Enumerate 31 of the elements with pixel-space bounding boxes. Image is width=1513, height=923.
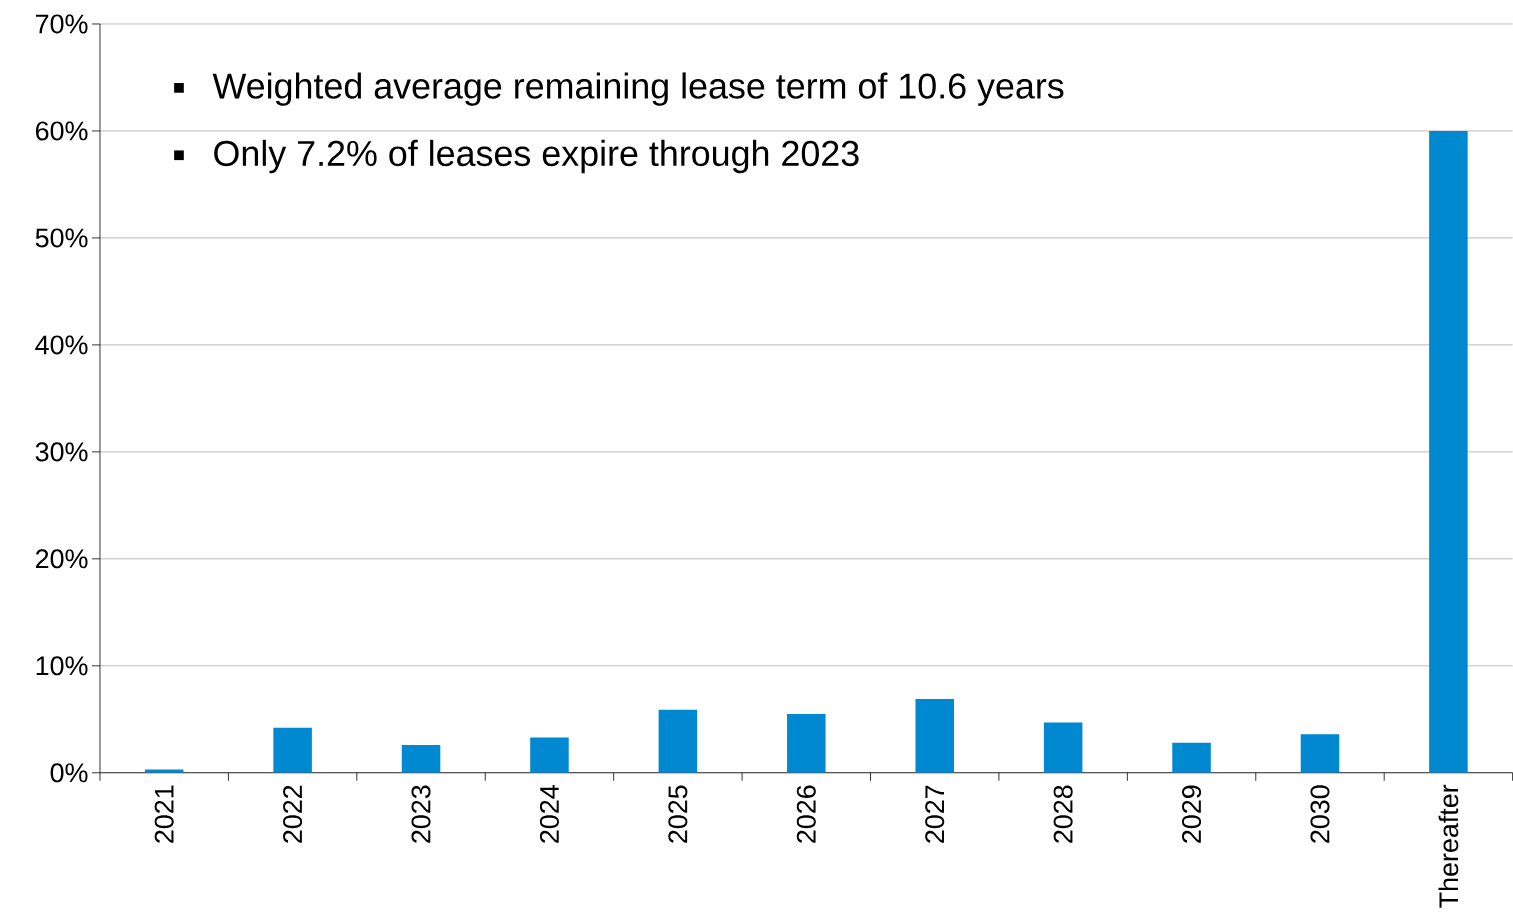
y-tick-label: 30% <box>35 442 88 462</box>
x-tick-label: 2026 <box>796 785 816 843</box>
x-tick-label: 2030 <box>1310 785 1330 843</box>
bar <box>1172 742 1211 773</box>
y-tick-label: 40% <box>35 335 88 355</box>
y-tick-label: 50% <box>35 228 88 248</box>
x-tick-label: 2023 <box>411 785 431 843</box>
y-tick-label: 10% <box>36 656 88 676</box>
x-tick-label: 2027 <box>925 785 945 843</box>
y-tick-label: 60% <box>35 121 88 141</box>
bar <box>401 745 441 773</box>
y-tick-label: 20% <box>35 549 88 569</box>
bar <box>530 737 569 773</box>
annotation: Weighted average remaining lease term of 10.6 years <box>212 72 1064 106</box>
x-tick-label: 2024 <box>539 785 559 843</box>
y-tick-label: 70% <box>36 14 88 34</box>
bar <box>1429 131 1468 773</box>
bar <box>787 714 826 773</box>
x-tick-label: 2029 <box>1182 785 1202 843</box>
x-tick-label: 2021 <box>154 785 174 843</box>
bar <box>1300 734 1340 773</box>
bar <box>658 709 698 773</box>
x-tick-label: 2028 <box>1053 785 1073 843</box>
bar <box>273 727 312 773</box>
annotation: Only 7.2% of leases expire through 2023 <box>214 139 859 174</box>
y-tick-label: 0% <box>50 763 88 783</box>
bar <box>915 699 954 773</box>
bar <box>1043 722 1083 773</box>
x-tick-label: 2022 <box>283 785 303 843</box>
x-tick-label: Thereafter <box>1438 784 1459 908</box>
x-tick-label: 2025 <box>668 785 688 843</box>
